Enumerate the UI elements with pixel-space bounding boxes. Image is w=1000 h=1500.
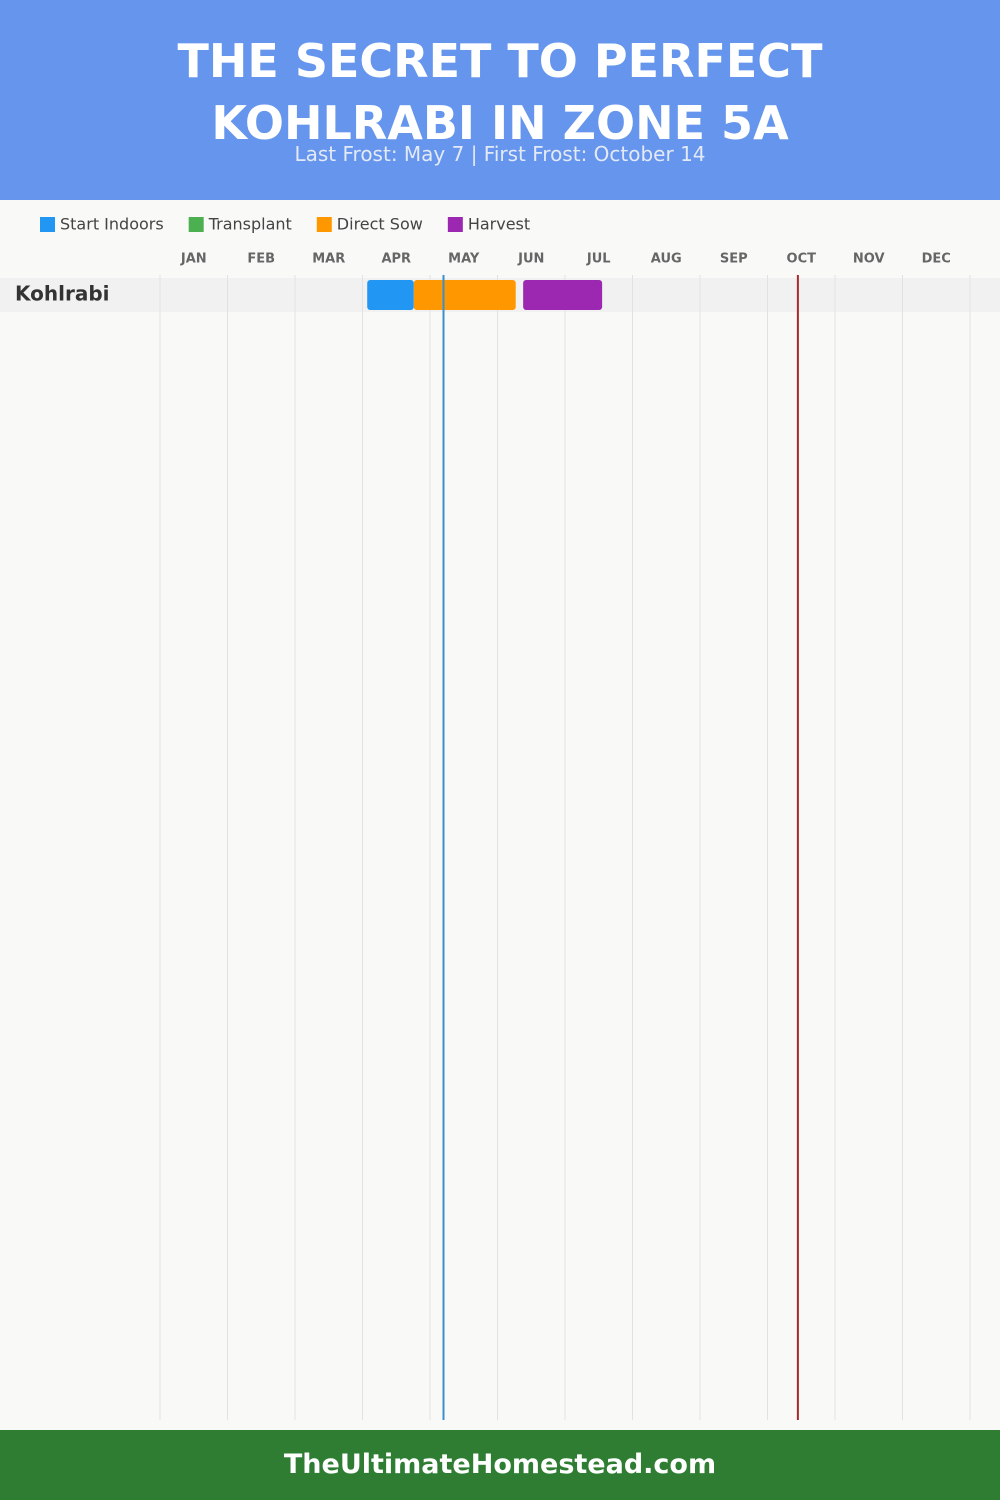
month-label: SEP [720,252,748,267]
title: THE SECRET TO PERFECT KOHLRABI IN ZONE 5… [177,34,823,150]
chart: JAN FEB MAR APR MAY JUN JUL AUG SEP OCT NOV DEC Star… [0,200,1000,1430]
legend-label: Direct Sow [337,215,423,234]
subtitle: Last Frost: May 7 | First Frost: October… [294,142,706,166]
legend-swatch [316,217,332,232]
month-label: JAN [180,252,207,267]
legend-swatch [40,217,55,232]
month-label: NOV [853,252,885,267]
legend-label: Harvest [468,215,530,234]
bar [413,280,516,310]
month-label: MAY [448,252,480,267]
legend-swatch [188,217,204,232]
legend-label: Transplant [208,215,292,234]
legend-swatch [447,217,463,232]
row-label: Kohlrabi [15,282,110,306]
month-label: OCT [787,252,817,267]
month-label: APR [381,252,411,267]
legend-label: Start Indoors [60,215,164,234]
month-label: JUN [517,252,544,267]
month-label: FEB [247,252,275,267]
month-label: MAR [312,252,345,267]
bar [523,280,603,310]
month-label: DEC [922,252,951,267]
month-label: JUL [586,252,611,267]
month-label: AUG [651,252,682,267]
header: THE SECRET TO PERFECT KOHLRABI IN ZONE 5… [0,0,1000,200]
bar [367,280,414,310]
footer: TheUltimateHomestead.com [0,1430,1000,1500]
chart-background [0,200,1000,1430]
